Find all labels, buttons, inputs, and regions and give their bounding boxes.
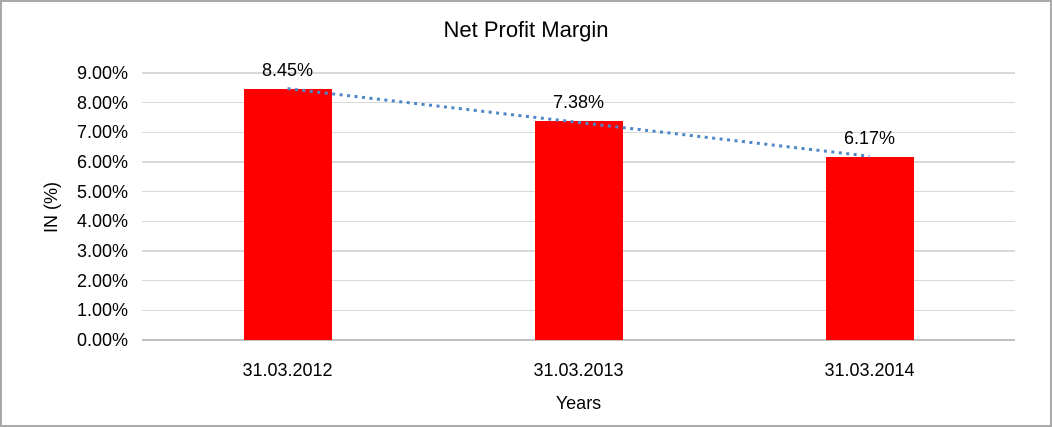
chart-title: Net Profit Margin xyxy=(443,17,609,42)
x-tick-label: 31.03.2014 xyxy=(824,360,915,380)
y-tick-label: 8.00% xyxy=(76,92,128,113)
gridline xyxy=(142,72,1015,74)
bar-31.03.2012 xyxy=(243,89,332,340)
trendline-layer xyxy=(287,87,870,158)
y-tick-label: 4.00% xyxy=(76,211,128,232)
y-tick-label: 1.00% xyxy=(76,300,128,321)
bar-value-label: 7.38% xyxy=(552,92,605,113)
y-tick-label: 9.00% xyxy=(76,63,128,83)
linear-trendline xyxy=(287,87,870,158)
y-tick-label: 5.00% xyxy=(76,181,128,202)
x-tick-label: 31.03.2013 xyxy=(533,360,624,380)
bar-31.03.2013 xyxy=(534,121,623,340)
plot-area: 8.45% 7.38% 6.17% xyxy=(142,60,1015,342)
x-axis-line xyxy=(142,339,1015,342)
gridline xyxy=(142,101,1015,104)
x-tick-label: 31.03.2012 xyxy=(242,360,333,380)
y-tick-label: 3.00% xyxy=(76,241,128,261)
y-tick-label: 2.00% xyxy=(76,270,128,291)
bar-value-label: 6.17% xyxy=(843,127,896,148)
y-tick-label: 7.00% xyxy=(76,122,128,143)
y-tick-label: 0.00% xyxy=(76,330,128,350)
y-tick-label: 6.00% xyxy=(76,152,128,172)
x-axis-title: Years xyxy=(555,393,602,413)
y-axis-title: IN (%) xyxy=(38,82,64,332)
bar-31.03.2014 xyxy=(825,156,914,340)
bar-value-label: 8.45% xyxy=(261,60,314,81)
